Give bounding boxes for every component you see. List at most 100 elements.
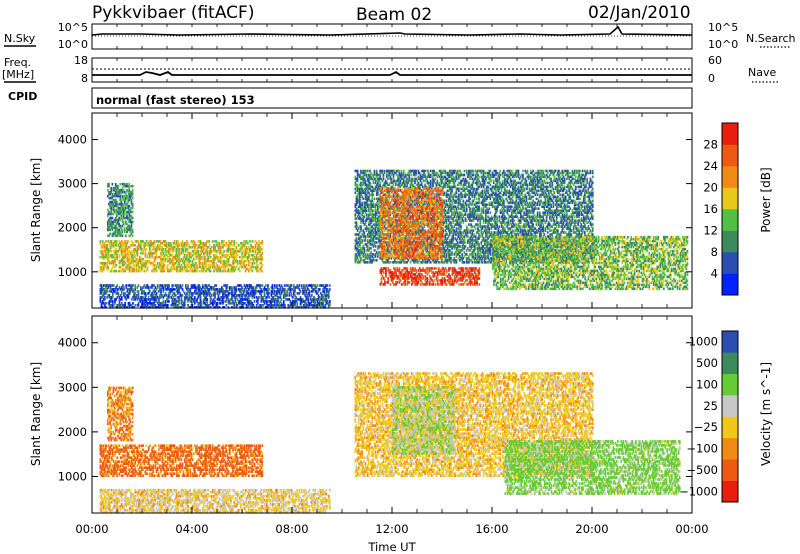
freq-trace	[92, 72, 692, 75]
heatmap-cell	[184, 254, 186, 257]
heatmap-cell	[389, 261, 391, 264]
heatmap-cell	[102, 250, 104, 253]
heatmap-cell	[134, 284, 136, 287]
heatmap-cell	[374, 198, 376, 201]
heatmap-cell	[105, 302, 107, 305]
nave-label: Nave	[748, 66, 776, 79]
heatmap-cell	[227, 284, 229, 287]
heatmap-cell	[125, 235, 127, 238]
heatmap-cell	[257, 270, 259, 273]
heatmap-cell	[118, 292, 120, 295]
heatmap-cell	[128, 240, 130, 243]
heatmap-cell	[319, 288, 321, 291]
heatmap-cell	[115, 270, 117, 273]
heatmap-cell	[121, 296, 123, 299]
heatmap-cell	[111, 250, 113, 253]
heatmap-cell	[223, 244, 225, 247]
station-title: Pykkvibaer (fitACF)	[92, 3, 254, 23]
heatmap-cell	[415, 170, 417, 173]
heatmap-cell	[112, 183, 114, 186]
heatmap-cell	[253, 240, 255, 243]
date-label: 02/Jan/2010	[588, 3, 691, 23]
heatmap-cell	[428, 170, 430, 173]
heatmap-cell	[291, 292, 293, 295]
heatmap-cell	[253, 286, 255, 289]
noise-left-tick-bottom: 10^0	[58, 38, 88, 51]
heatmap-cell	[401, 170, 403, 173]
heatmap-cell	[206, 298, 208, 301]
heatmap-cell	[223, 250, 225, 253]
heatmap-cell	[138, 290, 140, 293]
heatmap-cell	[120, 266, 122, 269]
heatmap-cell	[226, 242, 228, 245]
heatmap-cell	[178, 242, 180, 245]
heatmap-cell	[173, 284, 175, 287]
nsky-label: N.Sky	[4, 32, 36, 45]
heatmap-cell	[196, 264, 198, 267]
heatmap-cell	[262, 240, 264, 243]
heatmap-cell	[125, 284, 127, 287]
heatmap-cell	[178, 248, 180, 251]
heatmap-cell	[147, 266, 149, 269]
heatmap-cell	[262, 270, 264, 273]
freq-left-tick-top: 18	[74, 54, 88, 67]
heatmap-cell	[369, 182, 371, 185]
power-panel: 1000200030004000 Slant Range [km] 481216…	[29, 113, 773, 309]
freq-panel-frame	[92, 58, 692, 82]
noise-left-tick-top: 10^5	[58, 21, 88, 34]
heatmap-cell	[241, 286, 243, 289]
heatmap-cell	[327, 284, 329, 287]
heatmap-cell	[262, 264, 264, 267]
heatmap-cell	[194, 296, 196, 299]
heatmap-cell	[262, 252, 264, 255]
heatmap-cell	[373, 194, 375, 197]
heatmap-cell	[367, 170, 369, 173]
cpid-panel: CPID normal (fast stereo) 153	[8, 88, 692, 108]
heatmap-cell	[131, 250, 133, 253]
heatmap-cell	[200, 262, 202, 265]
heatmap-cell	[116, 284, 118, 287]
beam-label: Beam 02	[356, 5, 432, 25]
heatmap-cell	[262, 248, 264, 251]
heatmap-cell	[210, 270, 212, 273]
heatmap-cell	[138, 240, 140, 243]
heatmap-cell	[258, 296, 260, 299]
heatmap-cell	[239, 270, 241, 273]
heatmap-cell	[365, 235, 367, 238]
heatmap-cell	[132, 229, 134, 232]
heatmap-cell	[132, 221, 134, 224]
heatmap-cell	[143, 270, 145, 273]
heatmap-cell	[190, 260, 192, 263]
heatmap-cell	[229, 292, 231, 295]
heatmap-cell	[199, 270, 201, 273]
heatmap-cell	[112, 217, 114, 220]
heatmap-cell	[329, 284, 331, 287]
heatmap-cell	[430, 170, 432, 173]
heatmap-cell	[439, 261, 441, 264]
heatmap-cell	[249, 262, 251, 265]
heatmap-cell	[443, 192, 445, 195]
heatmap-cell	[361, 239, 363, 242]
heatmap-cell	[132, 235, 134, 238]
heatmap-cell	[195, 244, 197, 247]
heatmap-cell	[247, 242, 249, 245]
heatmap-cell	[309, 290, 311, 293]
heatmap-cell	[163, 300, 165, 303]
heatmap-cell	[106, 244, 108, 247]
heatmap-cell	[122, 235, 124, 238]
heatmap-cell	[274, 290, 276, 293]
heatmap-cell	[132, 189, 134, 192]
heatmap-cell	[376, 170, 378, 173]
heatmap-cell	[437, 180, 439, 183]
heatmap-cell	[209, 244, 211, 247]
noise-panel-frame	[92, 24, 692, 49]
heatmap-cell	[202, 262, 204, 265]
heatmap-cell	[142, 258, 144, 261]
noise-right-tick-bottom: 10^0	[708, 38, 738, 51]
heatmap-cell	[430, 261, 432, 264]
heatmap-cell	[254, 262, 256, 265]
heatmap-cell	[138, 284, 140, 287]
heatmap-cell	[376, 259, 378, 262]
heatmap-cell	[364, 231, 366, 234]
heatmap-cell	[301, 284, 303, 287]
